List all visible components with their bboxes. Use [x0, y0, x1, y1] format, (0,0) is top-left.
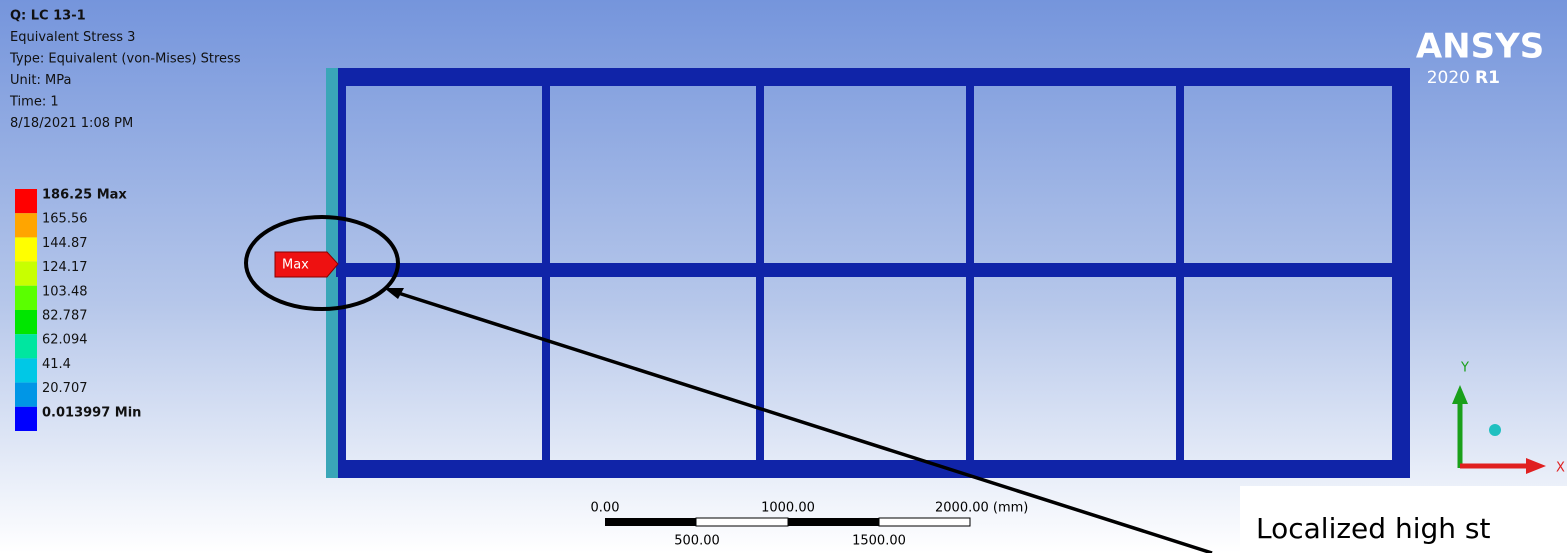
scale-seg [605, 518, 696, 526]
logo-name: ANSYS [1416, 27, 1544, 67]
legend-label: 186.25 Max [42, 188, 127, 203]
legend-label: 103.48 [42, 284, 88, 299]
legend-label: 62.094 [42, 333, 88, 348]
beam-vertical [756, 68, 764, 478]
logo-version: 2020 [1427, 68, 1470, 88]
info-line: Time: 1 [9, 95, 59, 110]
legend-swatch [15, 383, 37, 407]
origin-sphere [1489, 424, 1501, 436]
beam-vertical [1176, 68, 1184, 478]
probe-label: Max [282, 258, 309, 273]
legend-swatch [15, 262, 37, 286]
legend-swatch [15, 189, 37, 213]
beam-vertical [966, 68, 974, 478]
triad-y: Y [1460, 361, 1469, 376]
legend-label: 82.787 [42, 309, 88, 324]
legend-label: 41.4 [42, 357, 71, 372]
info-line: Equivalent Stress 3 [10, 30, 135, 45]
max-probe: Max [275, 252, 338, 277]
legend-swatch [15, 334, 37, 358]
scale-label: 0.00 [591, 501, 620, 516]
scale-label: 1500.00 [852, 534, 906, 549]
info-line: Type: Equivalent (von-Mises) Stress [9, 52, 241, 67]
scale-label: 500.00 [674, 534, 720, 549]
legend-label: 124.17 [42, 260, 88, 275]
viewport: Q: LC 13-1 Equivalent Stress 3 Type: Equiv… [0, 0, 1567, 553]
scale-seg [788, 518, 879, 526]
beam-horizontal [336, 263, 1410, 277]
legend-swatch [15, 407, 37, 431]
scale-seg [879, 518, 970, 526]
legend-swatch [15, 286, 37, 310]
triad-x: X [1556, 461, 1565, 476]
legend-label: 144.87 [42, 236, 88, 251]
frame-top [328, 68, 1410, 86]
page: Q: LC 13-1 Equivalent Stress 3 Type: Equiv… [0, 0, 1567, 553]
scale-bar [605, 518, 970, 526]
legend-swatch [15, 310, 37, 334]
logo-release: R1 [1475, 68, 1500, 88]
scale-label: 1000.00 [761, 501, 815, 516]
legend-label: 0.013997 Min [42, 405, 141, 420]
scale-seg [696, 518, 788, 526]
info-line: 8/18/2021 1:08 PM [10, 116, 133, 131]
legend-label: 165.56 [42, 212, 88, 227]
annotation-text: Localized high st [1256, 512, 1490, 545]
info-line: Unit: MPa [10, 73, 71, 88]
scale-label: 2000.00 (mm) [935, 501, 1028, 516]
beam-vertical [542, 68, 550, 478]
legend-swatch [15, 213, 37, 237]
info-line: Q: LC 13-1 [10, 9, 86, 24]
legend-label: 20.707 [42, 381, 88, 396]
legend-swatch [15, 237, 37, 261]
legend-swatch [15, 358, 37, 382]
frame-bottom [328, 460, 1410, 478]
